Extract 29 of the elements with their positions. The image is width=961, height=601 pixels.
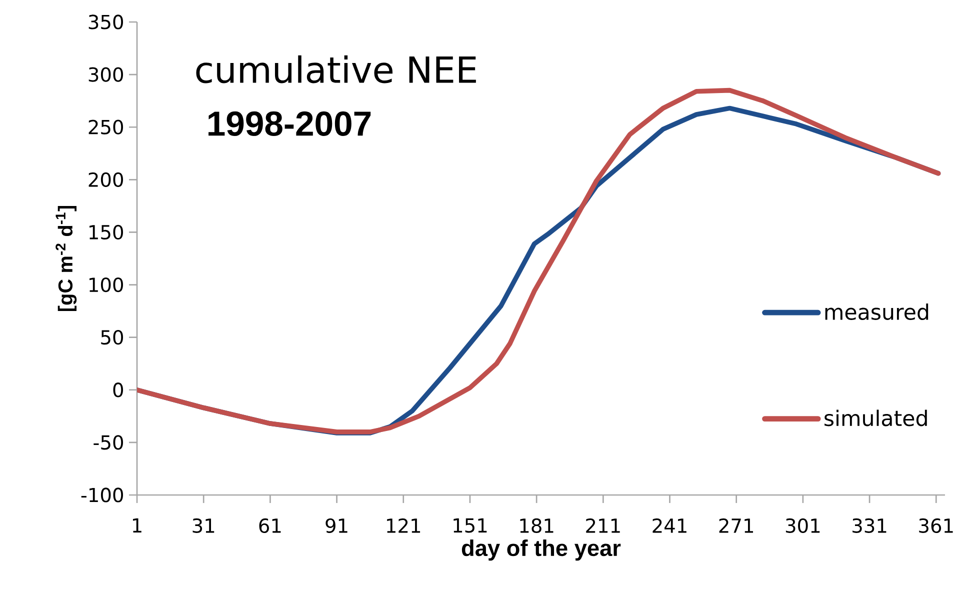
x-tick-label: 151 bbox=[454, 518, 487, 533]
y-tick-label: 100 bbox=[90, 277, 123, 292]
x-tick-label: 331 bbox=[852, 518, 886, 533]
x-tick-label: 91 bbox=[326, 518, 348, 533]
y-tick-label: 250 bbox=[88, 120, 123, 134]
legend-label: measured bbox=[825, 303, 928, 320]
y-axis-title: [gC m$^{-2}$ d$^{-1}$] bbox=[56, 206, 77, 312]
x-tick-label: 361 bbox=[919, 518, 953, 533]
x-tick-label: 61 bbox=[259, 518, 281, 533]
y-tick-label: 150 bbox=[90, 224, 123, 240]
x-tick-label: 121 bbox=[387, 518, 420, 533]
x-tick-label: 271 bbox=[719, 518, 754, 533]
y-tick-label: 0 bbox=[113, 382, 124, 398]
x-tick-label: 241 bbox=[652, 518, 686, 533]
y-tick-label: -100 bbox=[81, 488, 124, 502]
y-tick-label: 200 bbox=[88, 172, 123, 187]
x-tick-label: 181 bbox=[520, 518, 554, 533]
x-axis-title: day of the year bbox=[462, 539, 621, 561]
y-tick-label: 300 bbox=[88, 67, 123, 82]
x-tick-label: 1 bbox=[132, 518, 142, 532]
y-tick-label: -50 bbox=[94, 435, 124, 450]
x-tick-label: 31 bbox=[192, 518, 214, 533]
text: cumulative NEE bbox=[196, 55, 476, 84]
x-tick-label: 211 bbox=[586, 518, 620, 533]
text: 1998-2007 bbox=[208, 111, 371, 136]
x-tick-label: 301 bbox=[786, 518, 820, 533]
y-tick-label: 350 bbox=[88, 14, 123, 30]
legend-label: simulated bbox=[824, 410, 927, 426]
y-tick-label: 50 bbox=[101, 330, 124, 345]
